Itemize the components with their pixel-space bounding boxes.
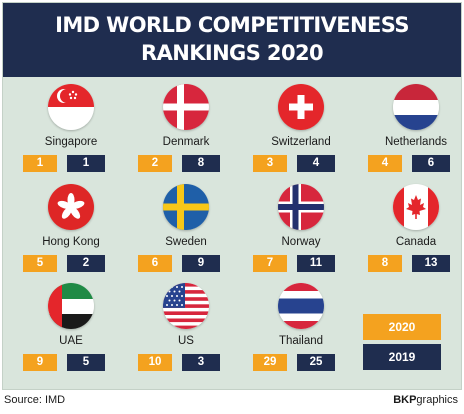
country-name: Netherlands xyxy=(384,136,447,148)
rank-2019-denmark: 8 xyxy=(182,155,220,172)
rank-2020-norway: 7 xyxy=(253,255,287,272)
sweden-flag-icon-graphic xyxy=(163,184,209,230)
country-cell-switzerland: Switzerland 3 4 xyxy=(246,84,356,174)
country-name: Denmark xyxy=(162,136,210,148)
rank-2019-us: 3 xyxy=(182,354,220,371)
country-cell-us: US 10 3 xyxy=(131,283,241,373)
country-cell-norway: Norway 7 11 xyxy=(246,184,356,274)
thailand-flag-icon xyxy=(278,283,324,329)
hong-kong-flag-icon-graphic xyxy=(48,184,94,230)
country-name: Sweden xyxy=(165,236,207,248)
country-name: Norway xyxy=(281,236,321,248)
country-name: UAE xyxy=(59,335,83,347)
us-flag-icon-graphic xyxy=(163,283,209,329)
source-note: Source: IMD xyxy=(4,394,66,406)
rank-2020-netherlands: 4 xyxy=(368,155,402,172)
country-name: Thailand xyxy=(278,335,324,347)
credit-note: BKPgraphics xyxy=(393,394,458,406)
chart-title-line2: RANKINGS 2020 xyxy=(141,41,324,65)
rank-2020-sweden: 6 xyxy=(138,255,172,272)
rank-2020-canada: 8 xyxy=(368,255,402,272)
credit-brand: BKP xyxy=(393,394,417,406)
denmark-flag-icon xyxy=(163,84,209,130)
rank-2019-switzerland: 4 xyxy=(297,155,335,172)
rank-2020-hong-kong: 5 xyxy=(23,255,57,272)
thailand-flag-icon-graphic xyxy=(278,283,324,329)
country-cell-canada: Canada 8 13 xyxy=(361,184,464,274)
switzerland-flag-icon xyxy=(278,84,324,130)
norway-flag-icon xyxy=(278,184,324,230)
country-name: Canada xyxy=(395,236,437,248)
rank-2020-singapore: 1 xyxy=(23,155,57,172)
rank-2019-netherlands: 6 xyxy=(412,155,450,172)
legend-2020: 2020 xyxy=(363,314,441,340)
singapore-flag-icon xyxy=(48,84,94,130)
country-cell-denmark: Denmark 2 8 xyxy=(131,84,241,174)
rank-2020-us: 10 xyxy=(138,354,172,371)
rank-2019-sweden: 9 xyxy=(182,255,220,272)
country-cell-uae: UAE 9 5 xyxy=(16,283,126,373)
country-cell-thailand: Thailand 29 25 xyxy=(246,283,356,373)
rank-2020-denmark: 2 xyxy=(138,155,172,172)
chart-header: IMD WORLD COMPETITIVENESS RANKINGS 2020 xyxy=(3,3,461,77)
norway-flag-icon-graphic xyxy=(278,184,324,230)
netherlands-flag-icon-graphic xyxy=(393,84,439,130)
rank-2019-canada: 13 xyxy=(412,255,450,272)
credit-suffix: graphics xyxy=(416,394,458,406)
country-cell-hong-kong: Hong Kong 5 2 xyxy=(16,184,126,274)
switzerland-flag-icon-graphic xyxy=(278,84,324,130)
netherlands-flag-icon xyxy=(393,84,439,130)
country-name: Switzerland xyxy=(271,136,331,148)
singapore-flag-icon-graphic xyxy=(48,84,94,130)
country-cell-netherlands: Netherlands 4 6 xyxy=(361,84,464,174)
canada-flag-icon-graphic xyxy=(393,184,439,230)
country-cell-sweden: Sweden 6 9 xyxy=(131,184,241,274)
rank-2019-singapore: 1 xyxy=(67,155,105,172)
legend-2019: 2019 xyxy=(363,344,441,370)
country-name: US xyxy=(178,335,194,347)
hong-kong-flag-icon xyxy=(48,184,94,230)
rank-2020-uae: 9 xyxy=(23,354,57,371)
rank-2020-thailand: 29 xyxy=(253,354,287,371)
rank-2019-norway: 11 xyxy=(297,255,335,272)
country-cell-singapore: Singapore 1 1 xyxy=(16,84,126,174)
rank-2020-switzerland: 3 xyxy=(253,155,287,172)
denmark-flag-icon-graphic xyxy=(163,84,209,130)
us-flag-icon xyxy=(163,283,209,329)
canada-flag-icon xyxy=(393,184,439,230)
rank-2019-thailand: 25 xyxy=(297,354,335,371)
rank-2019-hong-kong: 2 xyxy=(67,255,105,272)
chart-title-line1: IMD WORLD COMPETITIVENESS xyxy=(55,13,409,37)
country-name: Hong Kong xyxy=(42,236,100,248)
uae-flag-icon-graphic xyxy=(48,283,94,329)
sweden-flag-icon xyxy=(163,184,209,230)
country-name: Singapore xyxy=(44,136,98,148)
uae-flag-icon xyxy=(48,283,94,329)
rank-2019-uae: 5 xyxy=(67,354,105,371)
